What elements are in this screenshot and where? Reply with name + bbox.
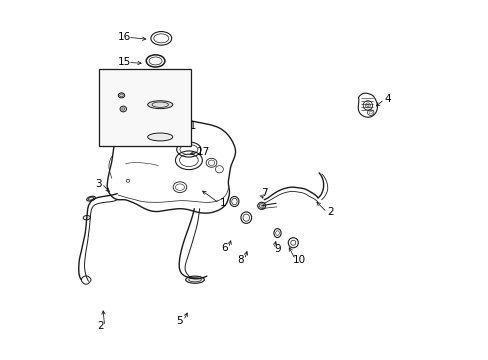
Bar <box>99 69 190 146</box>
Text: 6: 6 <box>221 243 227 253</box>
Ellipse shape <box>120 94 123 97</box>
Text: 9: 9 <box>274 244 280 254</box>
Ellipse shape <box>147 133 172 141</box>
Text: 11: 11 <box>183 121 197 131</box>
Ellipse shape <box>257 202 265 210</box>
Text: 7: 7 <box>261 188 267 198</box>
Ellipse shape <box>185 276 204 283</box>
Ellipse shape <box>259 204 264 208</box>
Text: 4: 4 <box>384 94 390 104</box>
Text: 13: 13 <box>155 89 168 99</box>
Text: 2: 2 <box>326 207 333 217</box>
Text: 5: 5 <box>176 316 183 325</box>
Text: 8: 8 <box>237 255 244 265</box>
Text: 12: 12 <box>164 129 177 138</box>
Text: 3: 3 <box>95 179 102 189</box>
Text: 14: 14 <box>111 125 124 135</box>
Ellipse shape <box>86 196 95 201</box>
Ellipse shape <box>120 106 126 112</box>
Text: 2: 2 <box>98 321 104 331</box>
Ellipse shape <box>122 108 124 110</box>
Text: 17: 17 <box>196 147 209 157</box>
Text: 15: 15 <box>118 57 131 67</box>
Text: 10: 10 <box>292 255 305 265</box>
Text: 16: 16 <box>118 32 131 42</box>
Ellipse shape <box>118 93 124 98</box>
Ellipse shape <box>83 216 90 220</box>
Ellipse shape <box>147 101 172 109</box>
Text: 1: 1 <box>219 198 226 208</box>
